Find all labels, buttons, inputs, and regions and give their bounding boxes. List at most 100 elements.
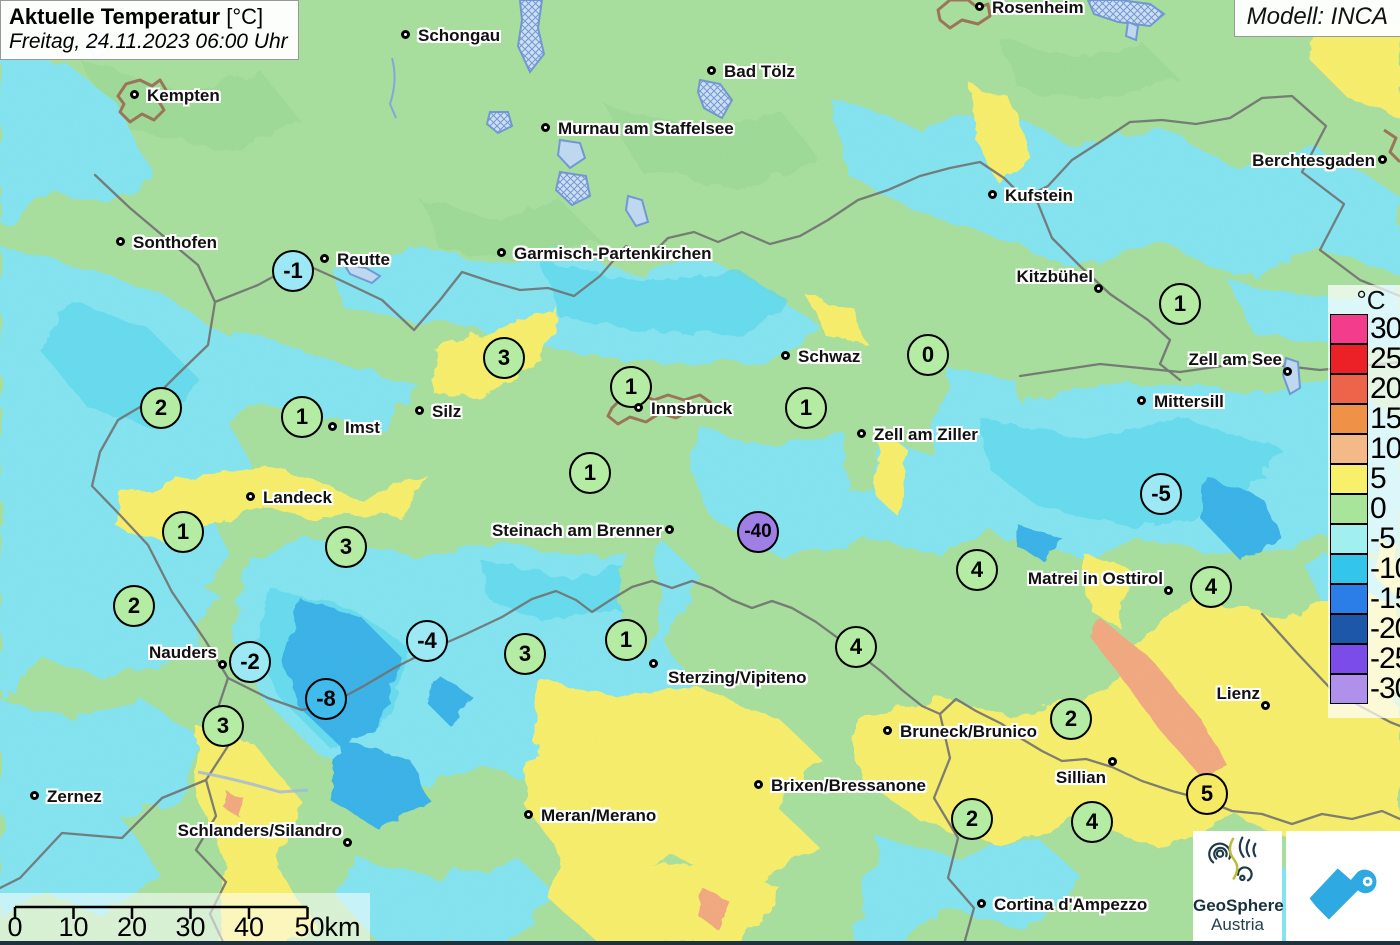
city-marker (883, 726, 892, 735)
legend-value-label: 0 (1370, 492, 1387, 525)
city-label: Brixen/Bressanone (771, 776, 926, 795)
city-marker (754, 780, 763, 789)
city-label: Reutte (337, 250, 390, 269)
city-marker (1137, 396, 1146, 405)
legend-color-swatch (1330, 613, 1368, 644)
station-temperature-marker: 2 (113, 585, 155, 627)
city-marker (1378, 155, 1387, 164)
station-temperature-marker: -1 (272, 250, 314, 292)
model-label: Modell: INCA (1246, 3, 1388, 30)
city-marker (415, 406, 424, 415)
city-label: Bruneck/Brunico (900, 722, 1037, 741)
city-marker (1164, 586, 1173, 595)
legend-value-label: 30 (1370, 312, 1400, 345)
legend-value-label: 5 (1370, 462, 1387, 495)
city-label: Mittersill (1154, 392, 1224, 411)
city-label: Steinach am Brenner (491, 521, 662, 540)
city-label: Cortina d'Ampezzo (994, 895, 1148, 914)
city-marker (707, 66, 716, 75)
legend-value-label: -20 (1370, 612, 1400, 645)
legend-row: 15 (1328, 403, 1400, 434)
legend-color-swatch (1330, 313, 1368, 344)
legend-value-label: 25 (1370, 342, 1400, 375)
legend-value-label: 20 (1370, 372, 1400, 405)
legend-value-label: -5 (1370, 522, 1396, 555)
map-datetime: Freitag, 24.11.2023 06:00 Uhr (9, 30, 288, 53)
legend-value-label: -15 (1370, 582, 1400, 615)
city-label: Kufstein (1005, 186, 1073, 205)
city-label: Kempten (147, 86, 220, 105)
city-marker (975, 2, 984, 11)
legend-color-swatch (1330, 433, 1368, 464)
city-marker (977, 899, 986, 908)
city-marker (218, 660, 227, 669)
city-marker (246, 492, 255, 501)
legend-value-label: -10 (1370, 552, 1400, 585)
legend-row: 30 (1328, 312, 1400, 345)
city-label: Schongau (418, 26, 501, 45)
city-marker (328, 422, 337, 431)
scale-bar-ruler (13, 905, 309, 919)
city-label: Schlanders/Silandro (177, 821, 342, 840)
legend-color-swatch (1330, 343, 1368, 374)
station-temperature-marker: 1 (785, 387, 827, 429)
city-label: Kitzbühel (1016, 267, 1094, 286)
legend-color-swatch (1330, 493, 1368, 524)
legend-row: 5 (1328, 462, 1400, 495)
city-label: Zernez (47, 787, 102, 806)
legend-color-swatch (1330, 553, 1368, 584)
station-temperature-marker: 2 (140, 387, 182, 429)
station-temperature-marker: -2 (229, 641, 271, 683)
station-temperature-marker: 5 (1186, 773, 1228, 815)
city-label: Nauders (148, 643, 217, 662)
legend-row: 0 (1328, 492, 1400, 525)
city-label: Silz (432, 402, 462, 421)
city-label: Imst (345, 418, 380, 437)
legend-color-swatch (1330, 373, 1368, 404)
geosphere-name: GeoSphere (1193, 896, 1284, 915)
map-title-text: Aktuelle Temperatur (9, 4, 221, 29)
legend-value-label: -25 (1370, 642, 1400, 675)
city-marker (497, 248, 506, 257)
station-temperature-marker: 1 (569, 452, 611, 494)
legend-color-swatch (1330, 523, 1368, 554)
station-temperature-marker: 1 (162, 511, 204, 553)
city-marker (524, 810, 533, 819)
legend-color-swatch (1330, 643, 1368, 674)
city-marker (665, 525, 674, 534)
station-temperature-marker: 3 (325, 526, 367, 568)
city-marker (320, 254, 329, 263)
station-temperature-marker: 4 (835, 626, 877, 668)
map-frame-bottom (0, 941, 1400, 945)
city-marker (130, 90, 139, 99)
legend-row: -30 (1328, 672, 1400, 705)
city-label: Matrei in Osttirol (1027, 569, 1163, 588)
city-marker (343, 838, 352, 847)
scale-bar-label: 30 (175, 912, 206, 942)
city-label: Landeck (263, 488, 332, 507)
station-temperature-marker: 1 (281, 396, 323, 438)
city-marker (30, 791, 39, 800)
city-marker (541, 123, 550, 132)
scale-bar-label: 0 (7, 912, 23, 942)
city-label: Sonthofen (133, 233, 218, 252)
station-temperature-marker: 1 (605, 619, 647, 661)
legend-row: -20 (1328, 612, 1400, 645)
city-marker (401, 30, 410, 39)
city-marker (1261, 701, 1270, 710)
scale-bar-label: 20 (116, 912, 148, 942)
legend-value-label: -30 (1370, 672, 1400, 705)
legend-row: 25 (1328, 342, 1400, 375)
city-marker (116, 237, 125, 246)
legend-row: -5 (1328, 522, 1400, 555)
station-temperature-marker: -5 (1140, 473, 1182, 515)
legend-row: -15 (1328, 582, 1400, 615)
city-marker (857, 429, 866, 438)
partner-logo-icon (1309, 863, 1377, 920)
legend-row: -10 (1328, 552, 1400, 585)
city-label: Innsbruck (651, 399, 733, 418)
station-temperature-marker: 3 (483, 337, 525, 379)
